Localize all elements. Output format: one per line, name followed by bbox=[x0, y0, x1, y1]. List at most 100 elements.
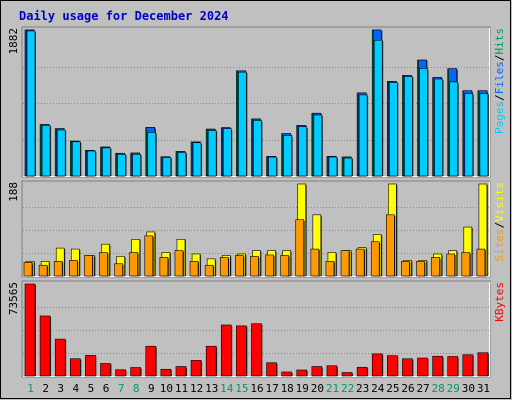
kbytes-bar bbox=[130, 367, 141, 377]
kbytes-bar bbox=[54, 338, 66, 377]
y-max-label: 1882 bbox=[7, 28, 20, 55]
x-tick-label: 7 bbox=[118, 382, 125, 395]
kbytes-bar bbox=[205, 345, 217, 377]
panel-legend: Pages/Files/Hits bbox=[493, 28, 506, 134]
sites-bar bbox=[68, 260, 78, 277]
sites-bar bbox=[189, 261, 199, 277]
x-tick-label: 8 bbox=[133, 382, 140, 395]
sites-bar bbox=[280, 255, 289, 277]
kbytes-bar bbox=[160, 368, 172, 377]
pages-bar bbox=[298, 126, 308, 177]
x-tick-label: 14 bbox=[220, 382, 234, 395]
pages-bar bbox=[389, 82, 398, 177]
sites-bar bbox=[265, 254, 274, 277]
pages-bar bbox=[117, 154, 126, 177]
legend-entry: KBytes bbox=[493, 282, 506, 322]
x-tick-label: 2 bbox=[42, 382, 49, 395]
x-axis: 1 2 3 4 5 6 7 8 9 10 11 12 13 14 15 16 17 18 19 20 21 22 23 24 2… bbox=[27, 382, 490, 395]
sites-bar bbox=[431, 257, 440, 277]
kbytes-bar bbox=[371, 353, 383, 377]
sites-bar bbox=[235, 255, 244, 277]
sites-bar bbox=[340, 250, 350, 277]
legend-entry: / bbox=[493, 94, 506, 101]
kbytes-bar bbox=[69, 358, 81, 377]
kbytes-bar bbox=[220, 324, 232, 377]
x-tick-label: 22 bbox=[341, 382, 354, 395]
sites-bar bbox=[144, 235, 154, 277]
pages-bar bbox=[238, 71, 247, 177]
pages-bar bbox=[373, 39, 383, 177]
x-tick-label: 29 bbox=[447, 382, 460, 395]
kbytes-bar bbox=[311, 366, 323, 377]
y-max-label: 188 bbox=[7, 182, 20, 202]
kbytes-bar bbox=[432, 355, 443, 377]
legend-entry: / bbox=[493, 55, 506, 62]
kbytes-bar bbox=[341, 372, 353, 377]
x-tick-label: 12 bbox=[190, 382, 203, 395]
x-tick-label: 23 bbox=[356, 382, 369, 395]
pages-bar bbox=[449, 81, 459, 177]
kbytes-bar bbox=[190, 360, 202, 377]
pages-bar bbox=[222, 128, 232, 177]
pages-bar bbox=[162, 157, 172, 177]
panel-legend: KBytes bbox=[493, 282, 506, 322]
pages-bar bbox=[102, 147, 111, 177]
pages-bar bbox=[132, 153, 141, 177]
pages-bar bbox=[313, 114, 323, 177]
x-tick-label: 16 bbox=[250, 382, 263, 395]
sites-bar bbox=[446, 253, 456, 277]
sites-bar bbox=[204, 264, 214, 277]
legend-entry: Files bbox=[493, 61, 506, 94]
pages-bar bbox=[177, 152, 187, 177]
pages-bar bbox=[253, 120, 262, 177]
pages-bar bbox=[404, 76, 413, 177]
kbytes-bar bbox=[39, 315, 51, 377]
legend-entry: Visits bbox=[493, 182, 506, 222]
panel-sites-visits: 188 Sites/Visits bbox=[7, 180, 506, 278]
sites-bar bbox=[219, 257, 229, 277]
x-tick-label: 27 bbox=[416, 382, 429, 395]
pages-bar bbox=[343, 157, 353, 177]
kbytes-bar bbox=[236, 325, 247, 377]
x-tick-label: 26 bbox=[401, 382, 414, 395]
sites-bar bbox=[174, 250, 184, 277]
kbytes-bar bbox=[462, 354, 474, 377]
sites-bar bbox=[386, 214, 395, 277]
pages-bar bbox=[464, 93, 474, 177]
pages-bar bbox=[26, 30, 36, 177]
legend-entry: / bbox=[493, 222, 506, 229]
sites-bar bbox=[53, 261, 63, 277]
kbytes-bar bbox=[326, 365, 338, 377]
kbytes-bar bbox=[387, 355, 398, 377]
legend-entry: Pages bbox=[493, 101, 506, 134]
x-tick-label: 20 bbox=[311, 382, 324, 395]
x-tick-label: 17 bbox=[265, 382, 278, 395]
kbytes-bar bbox=[296, 369, 308, 377]
pages-bar bbox=[147, 132, 157, 177]
pages-bar bbox=[87, 150, 96, 177]
sites-bar bbox=[355, 248, 365, 277]
sites-bar bbox=[310, 248, 320, 277]
x-tick-label: 19 bbox=[296, 382, 309, 395]
kbytes-bar bbox=[266, 362, 277, 377]
x-tick-label: 18 bbox=[281, 382, 294, 395]
pages-bar bbox=[283, 135, 292, 177]
x-tick-label: 28 bbox=[432, 382, 445, 395]
sites-bar bbox=[401, 261, 410, 277]
sites-bar bbox=[159, 257, 169, 277]
legend-entry: Hits bbox=[493, 28, 506, 55]
pages-bar bbox=[71, 141, 81, 177]
kbytes-bar bbox=[24, 283, 36, 377]
sites-bar bbox=[295, 219, 305, 277]
x-tick-label: 10 bbox=[160, 382, 173, 395]
x-tick-label: 6 bbox=[103, 382, 110, 395]
kbytes-bar bbox=[402, 358, 413, 377]
x-tick-label: 15 bbox=[235, 382, 248, 395]
kbytes-bar bbox=[447, 356, 459, 377]
pages-bar bbox=[207, 130, 217, 177]
sites-bar bbox=[476, 248, 486, 277]
pages-bar bbox=[328, 156, 338, 177]
x-tick-label: 11 bbox=[175, 382, 188, 395]
